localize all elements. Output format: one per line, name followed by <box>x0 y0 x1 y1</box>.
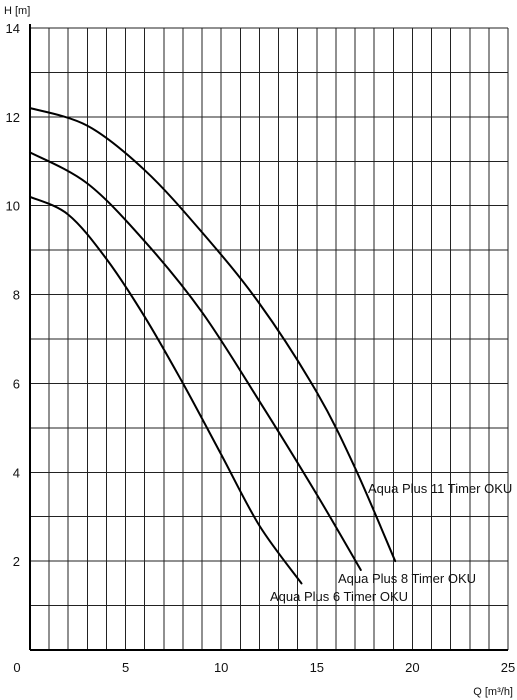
x-tick-label: 5 <box>122 660 129 675</box>
axes <box>29 24 508 651</box>
y-tick-label: 8 <box>13 288 20 303</box>
y-tick-label: 2 <box>13 554 20 569</box>
x-tick-label: 20 <box>405 660 419 675</box>
x-tick-label: 25 <box>501 660 515 675</box>
series-curve <box>29 195 303 585</box>
series-label: Aqua Plus 6 Timer OKU <box>270 589 408 604</box>
x-tick-label: 0 <box>13 660 20 675</box>
y-tick-label: 12 <box>6 110 20 125</box>
x-axis-label: Q [m³/h] <box>473 686 513 698</box>
y-tick-label: 4 <box>13 465 20 480</box>
y-axis-label: H [m] <box>4 5 30 17</box>
tick-labels: 0 5 10 15 20 25 2 4 6 8 10 12 14 <box>6 21 516 675</box>
curves <box>29 107 397 585</box>
x-tick-label: 10 <box>214 660 228 675</box>
series-label: Aqua Plus 11 Timer OKU <box>368 481 512 496</box>
curve-labels: Aqua Plus 6 Timer OKU Aqua Plus 8 Timer O… <box>270 481 512 604</box>
grid <box>30 27 509 650</box>
series-label: Aqua Plus 8 Timer OKU <box>338 571 476 586</box>
y-tick-label: 6 <box>13 376 20 391</box>
series-curve <box>29 107 397 563</box>
x-tick-label: 15 <box>310 660 324 675</box>
y-tick-label: 10 <box>6 199 20 214</box>
y-tick-label: 14 <box>6 21 20 36</box>
series-curve <box>29 151 362 571</box>
